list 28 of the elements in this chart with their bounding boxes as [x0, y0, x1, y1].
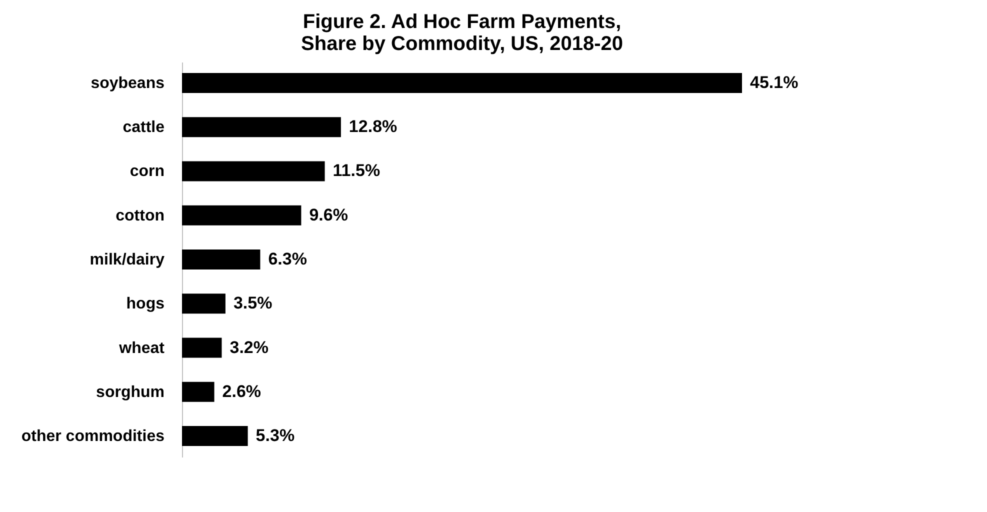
bar	[182, 250, 260, 270]
y-tick-label: cotton	[116, 207, 164, 224]
bar	[182, 426, 248, 446]
data-label: 9.6%	[309, 205, 348, 224]
bar	[182, 294, 226, 314]
data-label: 3.2%	[230, 338, 268, 357]
y-tick-label: sorghum	[96, 384, 164, 401]
y-tick-label: soybeans	[90, 74, 165, 92]
data-label: 45.1%	[750, 72, 798, 92]
data-label: 5.3%	[256, 426, 295, 446]
data-label: 6.3%	[268, 250, 307, 268]
bar	[182, 117, 341, 138]
y-tick-label: hogs	[126, 296, 165, 313]
bar	[182, 382, 214, 402]
bar	[182, 161, 325, 182]
bar	[182, 205, 302, 226]
y-tick-label: wheat	[118, 340, 166, 357]
y-tick-label: corn	[130, 163, 164, 180]
y-tick-label: cattle	[122, 119, 165, 136]
data-label: 3.5%	[233, 294, 272, 313]
y-tick-label: other commodities	[21, 428, 165, 446]
chart-title: Figure 2. Ad Hoc Farm Payments, Share by Commodity, US, 2018-20	[301, 11, 623, 55]
data-label: 11.5%	[332, 161, 380, 180]
y-tick-label: milk/dairy	[90, 252, 165, 268]
data-label: 12.8%	[348, 117, 398, 136]
bar	[182, 338, 222, 358]
bar	[182, 72, 742, 93]
data-label: 2.6%	[222, 382, 262, 401]
